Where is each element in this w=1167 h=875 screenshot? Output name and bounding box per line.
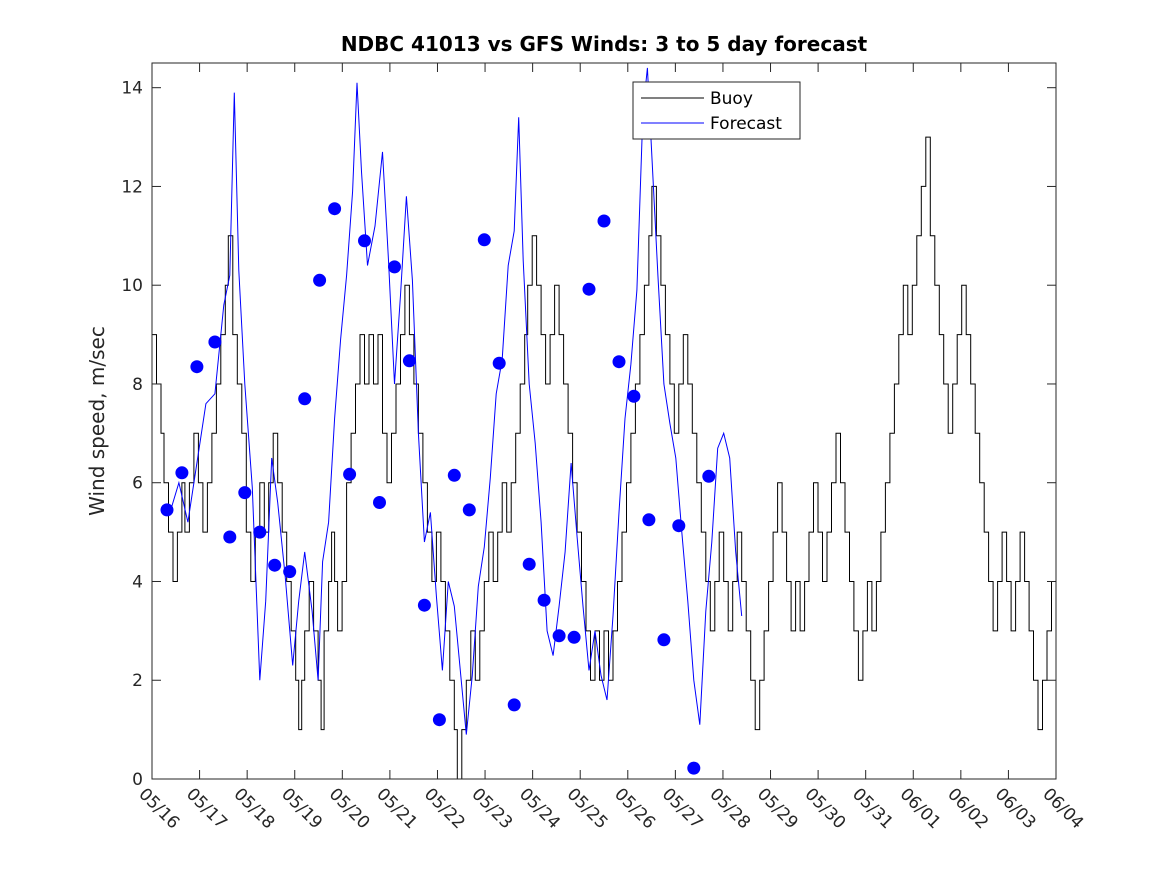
forecast-marker [160,503,174,517]
forecast-marker [537,593,551,607]
forecast-marker [672,519,686,533]
y-tick-label: 6 [132,474,143,494]
forecast-marker [552,629,566,643]
plot-frame [151,62,1057,780]
forecast-marker [417,598,431,612]
chart-title: NDBC 41013 vs GFS Winds: 3 to 5 day fore… [341,32,868,56]
forecast-marker [462,503,476,517]
y-tick-label: 2 [132,671,143,691]
forecast-marker [687,761,701,775]
y-tick-label: 10 [121,276,143,296]
forecast-marker [447,468,461,482]
x-tick-label: 05/28 [705,784,754,833]
forecast-marker [373,496,386,509]
forecast-marker [597,214,611,228]
forecast-marker [492,356,506,370]
x-tick-label: 05/18 [230,784,279,833]
forecast-marker [283,565,297,579]
forecast-marker [582,282,596,296]
forecast-marker [507,698,521,712]
x-tick-label: 05/19 [277,784,326,833]
forecast-marker [477,233,491,247]
legend: Buoy Forecast [632,81,801,140]
x-tick-label: 06/02 [943,784,992,833]
y-tick-label: 4 [132,572,143,592]
series-line-buoy [152,136,1056,780]
forecast-marker [268,558,282,572]
y-tick-label: 0 [132,770,143,790]
forecast-marker [567,630,581,644]
forecast-marker [328,202,342,216]
forecast-marker [432,713,446,727]
forecast-marker [298,392,312,406]
forecast-marker [208,335,222,349]
forecast-marker [402,354,416,368]
legend-label-forecast: Forecast [710,114,782,134]
forecast-marker [358,234,371,248]
forecast-marker [313,273,327,287]
forecast-marker [190,360,204,374]
forecast-marker [343,467,357,481]
x-tick-label: 05/27 [658,784,707,833]
x-tick-label: 06/01 [896,784,945,833]
x-tick-label: 05/23 [468,784,517,833]
y-axis-label: Wind speed, m/sec [85,326,109,516]
x-tick-label: 05/20 [325,784,374,833]
x-tick-label: 05/30 [801,784,850,833]
x-tick-label: 05/17 [182,784,231,833]
forecast-marker [522,557,536,571]
forecast-marker [627,389,641,403]
forecast-marker [612,355,626,369]
x-tick-label: 05/22 [420,784,469,833]
x-tick-label: 05/29 [753,784,802,833]
y-tick-label: 8 [132,375,143,395]
legend-label-buoy: Buoy [710,89,753,109]
y-tick-label: 14 [121,79,143,99]
forecast-marker [238,486,252,500]
y-axis: 0 2 4 6 8 10 12 14 [121,79,1056,790]
x-tick-label: 05/24 [515,784,564,833]
forecast-marker [253,525,267,539]
forecast-marker [388,260,401,274]
x-tick-label: 05/26 [610,784,659,833]
x-tick-label: 05/16 [134,784,183,833]
forecast-marker [702,469,716,483]
forecast-marker [175,466,189,480]
x-tick-label: 06/04 [1038,784,1087,833]
forecast-marker [657,633,671,647]
x-tick-label: 05/25 [563,784,612,833]
legend-box [632,81,801,140]
x-tick-label: 06/03 [991,784,1040,833]
y-tick-label: 12 [121,177,143,197]
x-tick-label: 05/21 [372,784,421,833]
forecast-marker [223,530,237,544]
forecast-marker [642,513,656,527]
marker-layer [160,202,716,775]
x-tick-label: 05/31 [848,784,897,833]
